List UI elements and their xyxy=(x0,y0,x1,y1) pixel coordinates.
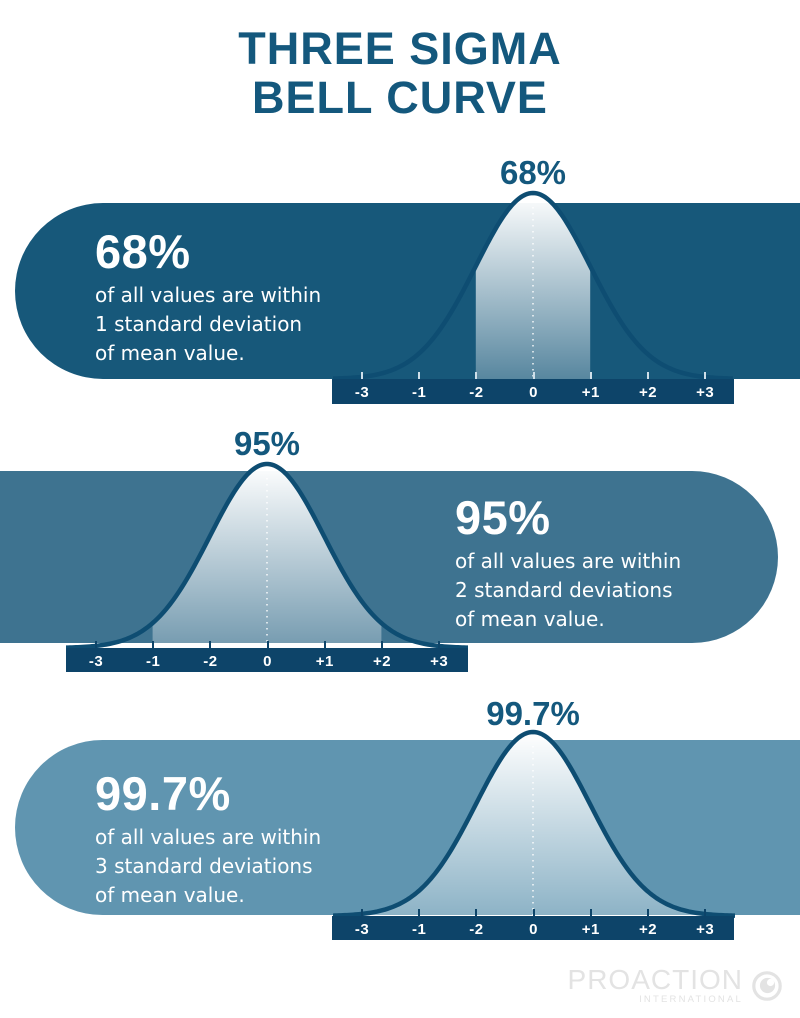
stat-percent-68: 68% xyxy=(95,225,191,278)
axis-tick xyxy=(418,909,421,916)
axis-tick-label: +2 xyxy=(372,653,392,670)
peak-label-95: 95% xyxy=(233,425,301,462)
proaction-logo: PROACTION INTERNATIONAL xyxy=(568,966,784,1005)
axis-tick xyxy=(95,641,97,648)
title-line-2: BELL CURVE xyxy=(252,72,548,123)
curve-fill xyxy=(338,732,728,916)
axis-tick xyxy=(361,372,363,379)
band-68 xyxy=(15,203,800,379)
logo-name: PROACTION xyxy=(567,964,743,995)
axis-95: -3 -1 -2 0 +1 +2 +3 xyxy=(66,648,468,672)
axis-tick xyxy=(475,909,478,916)
axis-tick-label: +2 xyxy=(638,384,658,401)
stat-line: of all values are within xyxy=(455,549,682,573)
logo-text: PROACTION INTERNATIONAL xyxy=(567,964,743,1006)
axis-tick-label: 0 xyxy=(263,653,273,670)
axis-tick xyxy=(589,909,592,916)
axis-tick-label: -2 xyxy=(469,921,484,938)
peak-label-997: 99.7% xyxy=(486,695,580,732)
curve-stroke xyxy=(66,461,468,650)
axis-tick-label: +3 xyxy=(696,384,715,401)
axis-68: -3 -1 -2 0 +1 +2 +3 xyxy=(332,379,734,404)
stat-line: 3 standard deviations xyxy=(95,854,313,878)
axis-tick-label: +3 xyxy=(430,653,449,670)
stat-line: of mean value. xyxy=(455,607,605,631)
axis-tick xyxy=(647,909,649,916)
axis-tick-label: 0 xyxy=(529,921,539,938)
stat-line: of all values are within xyxy=(95,825,322,849)
axis-tick xyxy=(418,372,421,379)
title-line-1: THREE SIGMA xyxy=(238,23,562,74)
axis-tick-label: -2 xyxy=(469,384,484,401)
axis-tick xyxy=(704,909,707,916)
stat-line: of mean value. xyxy=(95,883,245,907)
axis-tick-label: 0 xyxy=(529,384,539,401)
axis-tick xyxy=(704,372,707,379)
axis-tick xyxy=(152,641,155,648)
axis-tick-label: +2 xyxy=(638,921,658,938)
axis-tick xyxy=(532,372,535,379)
axis-tick-label: -3 xyxy=(354,384,370,401)
axis-tick-label: +3 xyxy=(696,921,715,938)
logo-circle-icon xyxy=(752,970,782,1001)
stat-text-95: 95% of all values are within 2 standard … xyxy=(455,493,681,634)
curve-stroke xyxy=(333,729,735,918)
curve-stroke xyxy=(333,190,733,381)
stat-line: of mean value. xyxy=(95,341,245,365)
peak-label-68: 68% xyxy=(499,154,567,191)
stat-percent-997: 99.7% xyxy=(95,767,231,820)
axis-tick-label: -3 xyxy=(88,653,104,670)
axis-997: -3 -1 -2 0 +1 +2 +3 xyxy=(332,916,734,940)
axis-tick-label: +1 xyxy=(581,384,600,401)
axis-tick xyxy=(381,641,383,648)
bell-curve-95 xyxy=(66,461,468,650)
bell-curve-997 xyxy=(333,729,735,918)
axis-tick xyxy=(361,909,363,916)
axis-tick-label: -3 xyxy=(354,921,370,938)
logo-subtitle: INTERNATIONAL xyxy=(639,994,743,1005)
stat-text-997: 99.7% of all values are within 3 standar… xyxy=(95,769,321,910)
stat-text-68: 68% of all values are within 1 standard … xyxy=(95,227,321,368)
bell-curve-68 xyxy=(333,190,733,381)
stat-percent-95: 95% xyxy=(455,491,551,544)
axis-tick xyxy=(266,641,269,648)
band-997 xyxy=(15,740,800,915)
axis-tick-label: +1 xyxy=(315,653,334,670)
axis-tick xyxy=(209,641,212,648)
axis-tick-label: -1 xyxy=(146,653,161,670)
axis-tick-label: -2 xyxy=(203,653,218,670)
axis-tick xyxy=(438,641,441,648)
axis-tick-label: +1 xyxy=(581,921,600,938)
stat-line: 2 standard deviations xyxy=(455,578,673,602)
axis-tick xyxy=(647,372,649,379)
axis-tick xyxy=(323,641,326,648)
axis-tick-label: -1 xyxy=(412,384,427,401)
band-95 xyxy=(0,471,778,643)
stat-line: of all values are within xyxy=(95,283,322,307)
axis-tick xyxy=(532,909,535,916)
page-title: THREE SIGMA BELL CURVE xyxy=(0,24,800,122)
axis-tick xyxy=(475,372,478,379)
axis-tick xyxy=(589,372,592,379)
axis-tick-label: -1 xyxy=(412,921,427,938)
stat-line: 1 standard deviation xyxy=(95,312,303,336)
